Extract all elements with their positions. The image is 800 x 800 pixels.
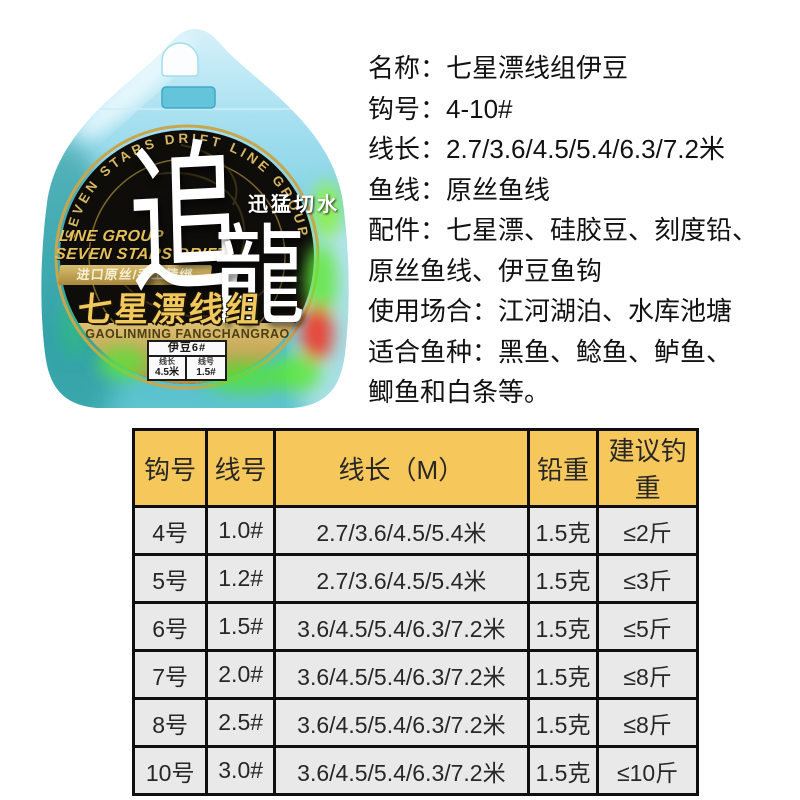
cell: 1.5克 bbox=[526, 745, 600, 796]
cell: ≤10斤 bbox=[596, 745, 699, 796]
cell: 1.5克 bbox=[526, 697, 600, 748]
calligraphy-char-long: 龍 bbox=[213, 217, 306, 338]
tagline-text: 迅猛切水 bbox=[248, 194, 340, 216]
cell: 2.7/3.6/4.5/5.4米 bbox=[272, 553, 530, 604]
cell: 6号 bbox=[131, 601, 209, 652]
spec-table-header-row: 钩号 线号 线长（M） 铅重 建议钓重 bbox=[131, 428, 699, 508]
float-bead-red bbox=[301, 305, 333, 361]
mini-spec-col2-header: 线号 bbox=[198, 357, 214, 366]
float-bead-green bbox=[273, 355, 321, 391]
cell: 1.2# bbox=[205, 553, 276, 604]
dragon-motif bbox=[122, 144, 268, 318]
cell: 1.0# bbox=[205, 505, 276, 556]
float-bead-green bbox=[98, 346, 148, 380]
col-header-weight: 建议钓重 bbox=[596, 428, 699, 508]
cell: 7号 bbox=[131, 649, 209, 700]
mini-spec-col1-header: 线长 bbox=[149, 357, 187, 367]
package-case-graphic: SEVEN STARS DRIFT LINE GROUP bbox=[41, 29, 349, 408]
cell: ≤2斤 bbox=[596, 505, 699, 556]
table-row: 5号 1.2# 2.7/3.6/4.5/5.4米 1.5克 ≤3斤 bbox=[131, 553, 699, 604]
cell: ≤8斤 bbox=[596, 697, 699, 748]
col-header-line-no: 线号 bbox=[205, 428, 276, 508]
detail-line-fish: 适合鱼种：黑鱼、鲶鱼、鲈鱼、 bbox=[368, 336, 733, 367]
cell: 10号 bbox=[131, 745, 209, 796]
cell: 1.5克 bbox=[526, 649, 600, 700]
float-bead-green bbox=[305, 244, 337, 316]
spec-table: 钩号 线号 线长（M） 铅重 建议钓重 4号 1.0# 2.7/3.6/4.5/… bbox=[131, 428, 699, 796]
cell: 2.7/3.6/4.5/5.4米 bbox=[272, 505, 530, 556]
mini-spec-title: 伊豆6# bbox=[149, 342, 225, 357]
cell: 1.5克 bbox=[526, 553, 600, 604]
col-header-hook: 钩号 bbox=[131, 428, 209, 508]
detail-line-hook: 钩号：4-10# bbox=[368, 93, 513, 124]
cell: 1.5# bbox=[205, 601, 276, 652]
detail-line-occasion: 使用场合：江河湖泊、水库池塘 bbox=[368, 296, 733, 326]
cell: 1.5克 bbox=[526, 601, 600, 652]
table-row: 10号 3.0# 3.6/4.5/5.4/6.3/7.2米 1.5克 ≤10斤 bbox=[131, 745, 699, 796]
detail-line-length: 线长：2.7/3.6/4.5/5.4/6.3/7.2米 bbox=[368, 134, 725, 164]
cell: 8号 bbox=[131, 697, 209, 748]
table-row: 6号 1.5# 3.6/4.5/5.4/6.3/7.2米 1.5克 ≤5斤 bbox=[131, 601, 699, 652]
table-row: 4号 1.0# 2.7/3.6/4.5/5.4米 1.5克 ≤2斤 bbox=[131, 505, 699, 556]
cell: 4号 bbox=[131, 505, 209, 556]
detail-line-name: 名称：七星漂线组伊豆 bbox=[368, 53, 629, 83]
product-details-block: 名称：七星漂线组伊豆 钩号：4-10# 线长：2.7/3.6/4.5/5.4/6… bbox=[368, 48, 758, 413]
latch bbox=[161, 86, 216, 109]
cell: ≤5斤 bbox=[596, 601, 699, 652]
table-row: 7号 2.0# 3.6/4.5/5.4/6.3/7.2米 1.5克 ≤8斤 bbox=[131, 649, 699, 700]
float-bead-green bbox=[313, 182, 341, 238]
col-header-length: 线长（M） bbox=[272, 428, 530, 508]
cell: 3.6/4.5/5.4/6.3/7.2米 bbox=[272, 745, 530, 796]
brand-romanized: GAOLINMING FANGCHANGRAO bbox=[85, 327, 290, 341]
cell: 3.6/4.5/5.4/6.3/7.2米 bbox=[272, 649, 530, 700]
cell: 3.6/4.5/5.4/6.3/7.2米 bbox=[272, 601, 530, 652]
cell: 3.6/4.5/5.4/6.3/7.2米 bbox=[272, 697, 530, 748]
detail-line-line: 鱼线：原丝鱼线 bbox=[368, 174, 551, 205]
cell: 5号 bbox=[131, 553, 209, 604]
detail-line-fish2: 鲫鱼和白条等。 bbox=[368, 377, 551, 407]
mini-spec-col1-value: 4.5米 bbox=[149, 367, 187, 379]
mini-spec-col2-value: 1.5# bbox=[196, 367, 216, 378]
cell: ≤8斤 bbox=[596, 649, 699, 700]
detail-line-accessories2: 原丝鱼线、伊豆鱼钩 bbox=[368, 255, 603, 286]
cell: 2.5# bbox=[205, 697, 276, 748]
cell: 1.5克 bbox=[526, 505, 600, 556]
cell: 2.0# bbox=[205, 649, 276, 700]
mini-spec-label: 伊豆6# 线长 线号 4.5米 1.5# bbox=[147, 340, 227, 381]
table-row: 8号 2.5# 3.6/4.5/5.4/6.3/7.2米 1.5克 ≤8斤 bbox=[131, 697, 699, 748]
col-header-lead: 铅重 bbox=[526, 428, 600, 508]
product-band-text: 七星漂线组 bbox=[76, 291, 265, 329]
detail-line-accessories: 配件：七星漂、硅胶豆、刻度铅、 bbox=[368, 215, 759, 245]
cell: 3.0# bbox=[205, 745, 276, 796]
cell: ≤3斤 bbox=[596, 553, 699, 604]
product-photo: SEVEN STARS DRIFT LINE GROUP 迅猛切水 LINE G… bbox=[35, 25, 355, 420]
hang-hole bbox=[161, 42, 199, 77]
